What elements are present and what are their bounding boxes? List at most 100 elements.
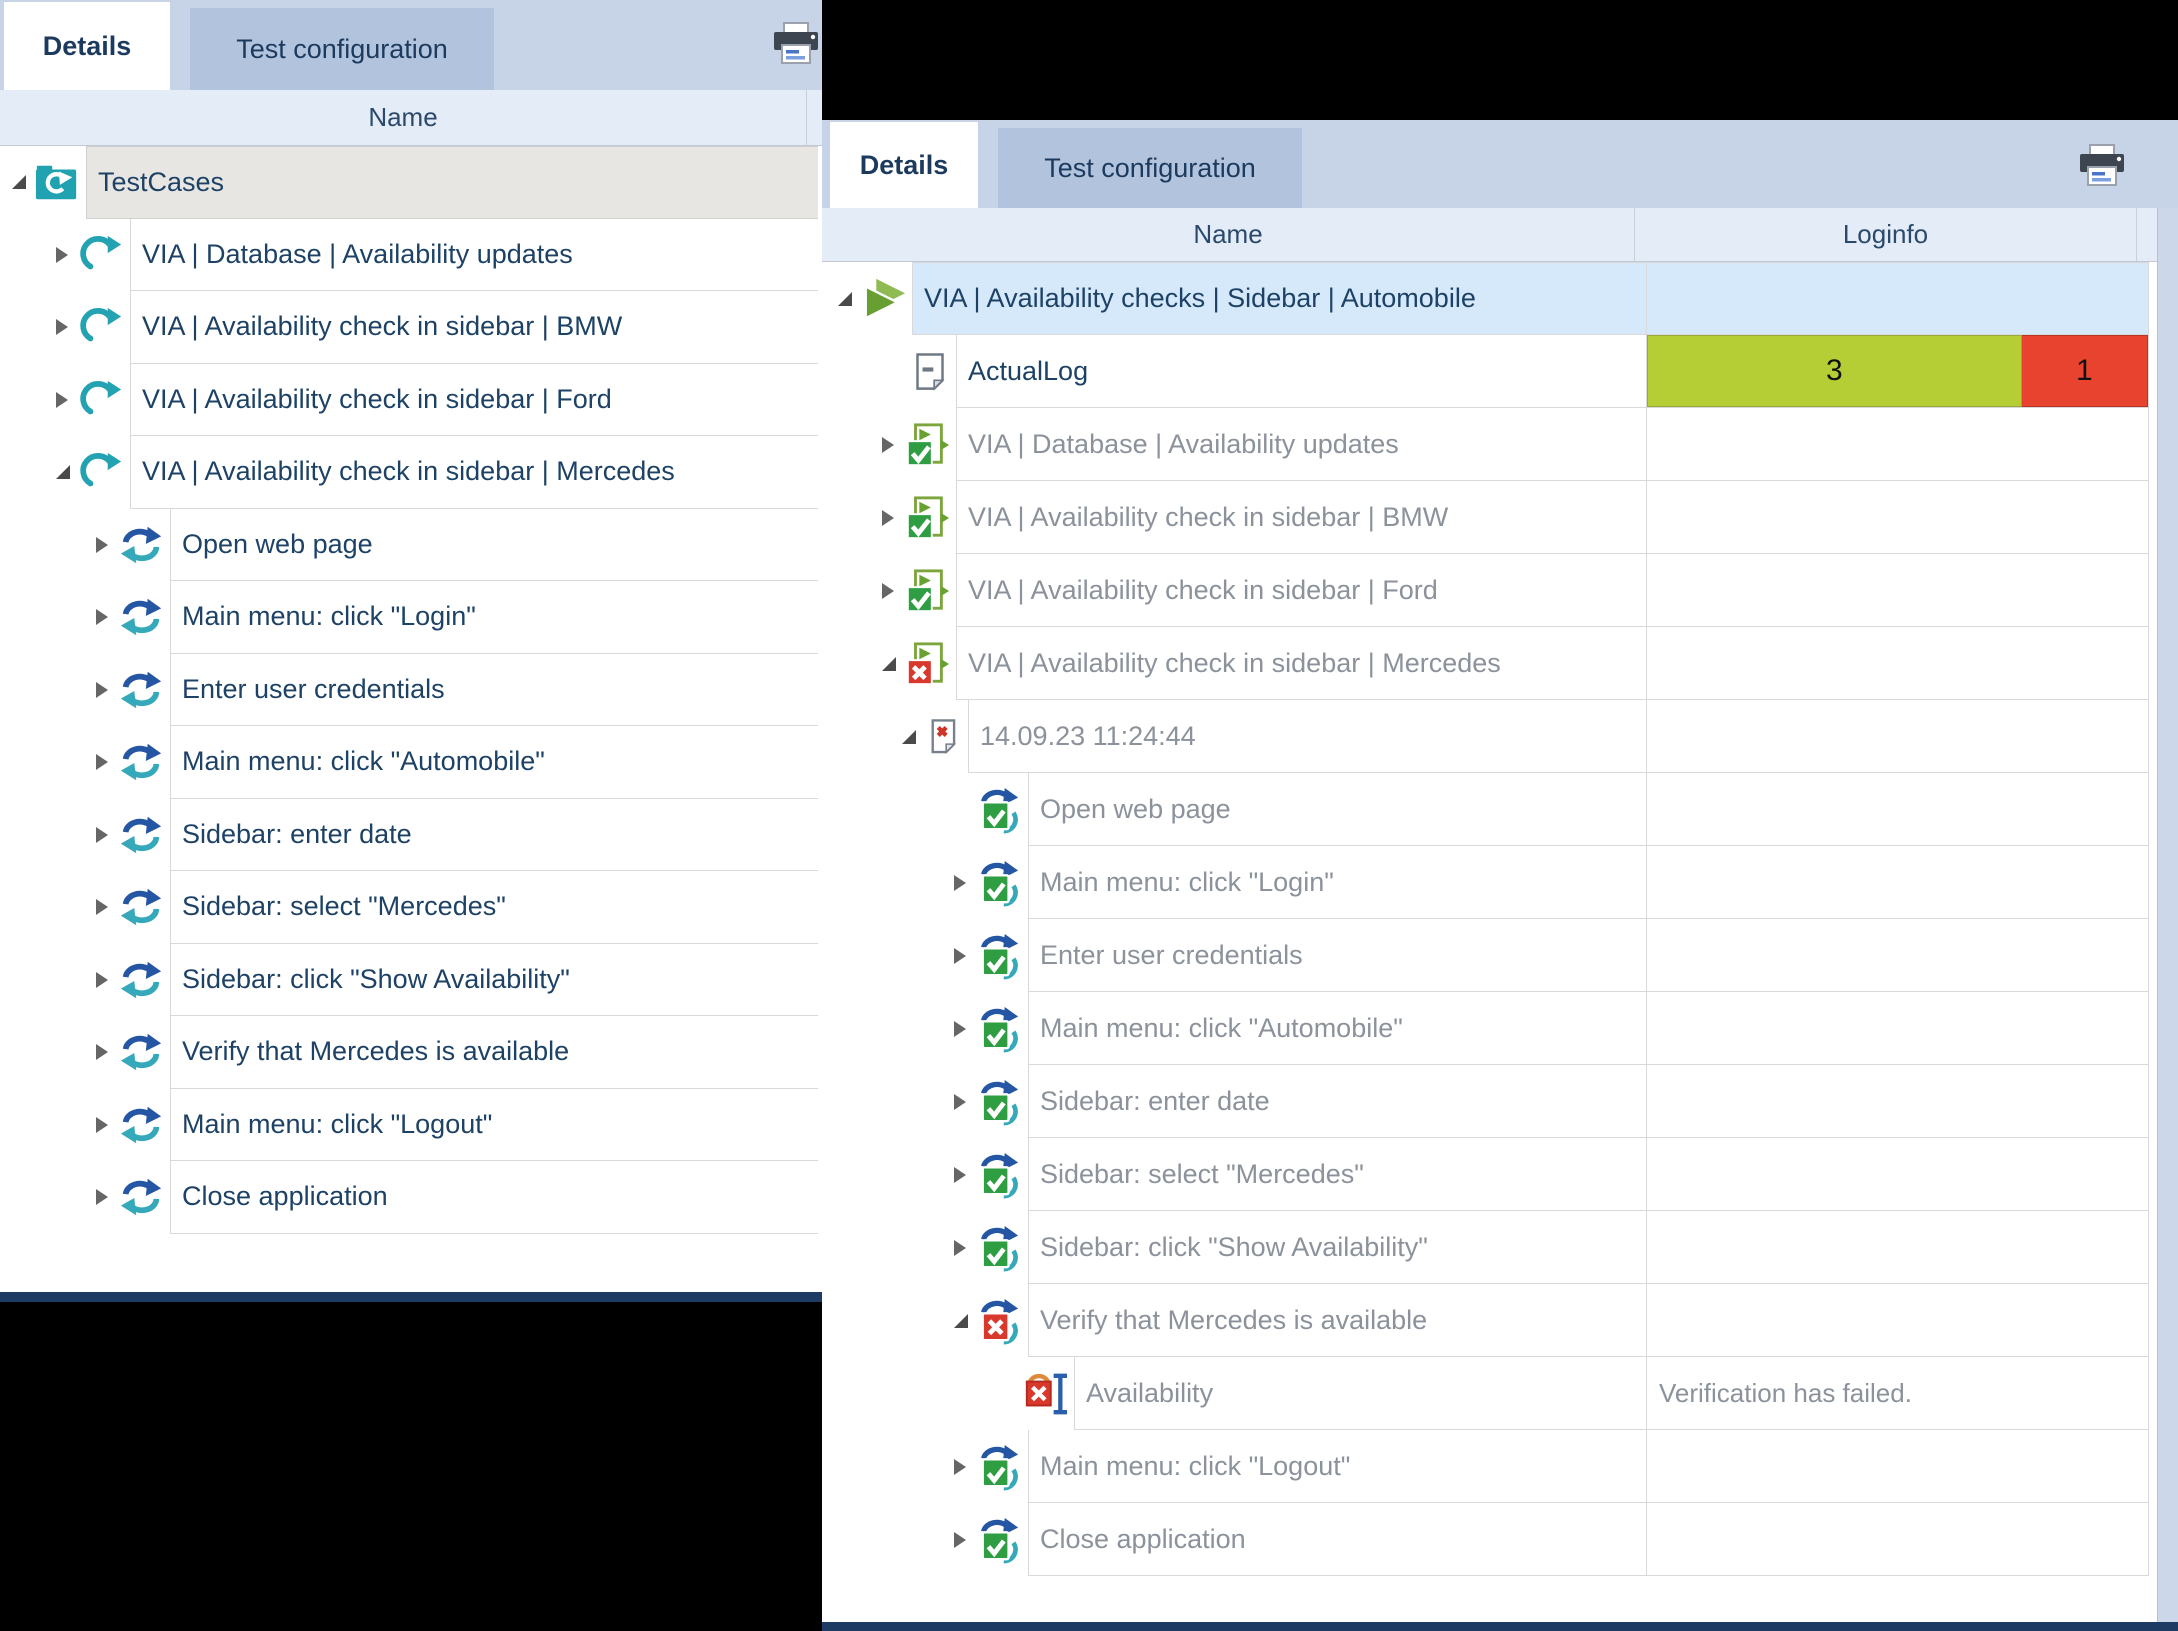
tree-row[interactable]: Main menu: click "Login" — [0, 581, 822, 654]
left-tab-strip: Details Test configuration — [0, 0, 822, 90]
expander-collapsed-icon[interactable] — [954, 1093, 966, 1110]
scrollbar-track[interactable] — [2157, 208, 2178, 1622]
row-label: VIA | Availability check in sidebar | Fo… — [142, 383, 612, 414]
step-pass-icon — [976, 1516, 1022, 1564]
tree-indent-gutter — [0, 1016, 170, 1089]
tree-row[interactable]: VIA | Availability check in sidebar | BM… — [0, 291, 822, 364]
row-label: VIA | Availability check in sidebar | Fo… — [968, 574, 1438, 605]
loginfo-cell — [1646, 627, 2149, 700]
row-label: Main menu: click "Automobile" — [182, 746, 545, 777]
expander-collapsed-icon[interactable] — [954, 1531, 966, 1548]
tree-row[interactable]: VIA | Availability checks | Sidebar | Au… — [822, 262, 2178, 335]
expander-collapsed-icon[interactable] — [882, 436, 894, 453]
expander-collapsed-icon[interactable] — [954, 1239, 966, 1256]
tree-row[interactable]: TestCases — [0, 146, 822, 219]
tree-row[interactable]: Sidebar: enter date — [0, 798, 822, 871]
expander-collapsed-icon[interactable] — [56, 391, 68, 408]
expander-collapsed-icon[interactable] — [96, 754, 108, 771]
loginfo-cell: Verification has failed. — [1646, 1357, 2149, 1430]
tree-row[interactable]: Enter user credentials — [822, 919, 2178, 992]
tree-row[interactable]: Sidebar: select "Mercedes" — [0, 871, 822, 944]
tree-row[interactable]: Sidebar: click "Show Availability" — [0, 943, 822, 1016]
expander-expanded-icon[interactable] — [882, 656, 896, 671]
tree-row[interactable]: ActualLog 3 1 — [822, 335, 2178, 408]
row-label: ActualLog — [968, 355, 1089, 386]
expander-collapsed-icon[interactable] — [56, 319, 68, 336]
tree-row[interactable]: VIA | Database | Availability updates — [822, 408, 2178, 481]
tree-row[interactable]: Main menu: click "Automobile" — [0, 726, 822, 799]
expander-collapsed-icon[interactable] — [96, 536, 108, 553]
tree-indent-gutter — [822, 408, 956, 481]
tree-row[interactable]: Close application — [822, 1503, 2178, 1576]
sync-blue-teal-icon — [118, 1101, 164, 1149]
row-label: Verify that Mercedes is available — [1040, 1304, 1428, 1335]
refresh-teal-icon — [78, 448, 124, 496]
tree-row[interactable]: Verify that Mercedes is available — [822, 1284, 2178, 1357]
name-cell: Verify that Mercedes is available — [1028, 1284, 1646, 1357]
expander-collapsed-icon[interactable] — [882, 582, 894, 599]
tree-row[interactable]: Close application — [0, 1161, 822, 1234]
tree-row[interactable]: 14.09.23 11:24:44 — [822, 700, 2178, 773]
expander-collapsed-icon[interactable] — [954, 1166, 966, 1183]
page-fail-icon — [924, 713, 962, 761]
tree-row[interactable]: Sidebar: enter date — [822, 1065, 2178, 1138]
expander-expanded-icon[interactable] — [902, 729, 916, 744]
expander-collapsed-icon[interactable] — [96, 1116, 108, 1133]
tree-row[interactable]: Main menu: click "Logout" — [0, 1088, 822, 1161]
name-cell: Main menu: click "Logout" — [170, 1088, 818, 1161]
tree-row[interactable]: Enter user credentials — [0, 653, 822, 726]
expander-collapsed-icon[interactable] — [96, 971, 108, 988]
tab-test-configuration[interactable]: Test configuration — [998, 128, 1302, 208]
name-cell: VIA | Database | Availability updates — [956, 408, 1646, 481]
expander-collapsed-icon[interactable] — [56, 246, 68, 263]
row-label: Enter user credentials — [182, 673, 445, 704]
tab-details[interactable]: Details — [830, 122, 978, 208]
tree-indent-gutter — [822, 1357, 1074, 1430]
name-cell: Sidebar: select "Mercedes" — [1028, 1138, 1646, 1211]
expander-collapsed-icon[interactable] — [96, 1044, 108, 1061]
expander-expanded-icon[interactable] — [954, 1313, 968, 1328]
tree-row[interactable]: VIA | Availability check in sidebar | Me… — [822, 627, 2178, 700]
tree-row[interactable]: Open web page — [822, 773, 2178, 846]
expander-collapsed-icon[interactable] — [882, 509, 894, 526]
tree-row[interactable]: Open web page — [0, 508, 822, 581]
name-cell: TestCases — [86, 146, 818, 219]
testcase-pass-icon — [904, 567, 950, 615]
tree-indent-gutter — [822, 335, 956, 408]
tree-row[interactable]: VIA | Database | Availability updates — [0, 218, 822, 291]
expander-collapsed-icon[interactable] — [96, 681, 108, 698]
tree-row[interactable]: VIA | Availability check in sidebar | BM… — [822, 481, 2178, 554]
tree-row[interactable]: Main menu: click "Logout" — [822, 1430, 2178, 1503]
expander-collapsed-icon[interactable] — [954, 1458, 966, 1475]
step-fail-icon — [976, 1297, 1022, 1345]
tree-row[interactable]: Sidebar: click "Show Availability" — [822, 1211, 2178, 1284]
expander-collapsed-icon[interactable] — [96, 899, 108, 916]
expander-expanded-icon[interactable] — [12, 175, 26, 190]
expander-expanded-icon[interactable] — [838, 291, 852, 306]
tree-row[interactable]: VIA | Availability check in sidebar | Fo… — [0, 363, 822, 436]
name-cell: Verify that Mercedes is available — [170, 1016, 818, 1089]
expander-collapsed-icon[interactable] — [954, 1020, 966, 1037]
expander-collapsed-icon[interactable] — [954, 947, 966, 964]
expander-collapsed-icon[interactable] — [96, 826, 108, 843]
tree-row[interactable]: Verify that Mercedes is available — [0, 1016, 822, 1089]
tab-test-configuration[interactable]: Test configuration — [190, 8, 494, 90]
expander-collapsed-icon[interactable] — [96, 1189, 108, 1206]
play-green-icon — [860, 275, 906, 323]
row-label: Close application — [1040, 1523, 1246, 1554]
tree-row[interactable]: VIA | Availability check in sidebar | Fo… — [822, 554, 2178, 627]
printer-icon[interactable] — [772, 22, 820, 66]
tab-details[interactable]: Details — [4, 2, 170, 90]
tree-row[interactable]: Main menu: click "Automobile" — [822, 992, 2178, 1065]
printer-icon[interactable] — [2078, 144, 2126, 188]
tree-indent-gutter — [822, 262, 912, 335]
expander-expanded-icon[interactable] — [56, 465, 70, 480]
expander-collapsed-icon[interactable] — [96, 609, 108, 626]
tree-row[interactable]: Availability Verification has failed. — [822, 1357, 2178, 1430]
tree-indent-gutter — [0, 871, 170, 944]
tree-row[interactable]: Sidebar: select "Mercedes" — [822, 1138, 2178, 1211]
tree-row[interactable]: VIA | Availability check in sidebar | Me… — [0, 436, 822, 509]
tree-row[interactable]: Main menu: click "Login" — [822, 846, 2178, 919]
expander-collapsed-icon[interactable] — [954, 874, 966, 891]
left-column-header: Name — [0, 90, 822, 146]
